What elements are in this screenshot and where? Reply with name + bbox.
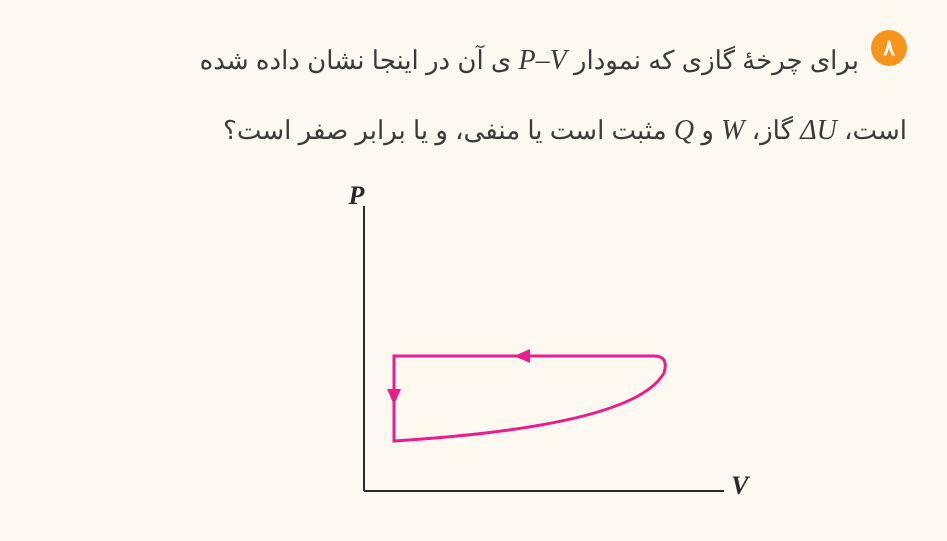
text-segment: ی آن در اینجا نشان داده شده <box>200 45 519 75</box>
q-variable: Q <box>674 115 694 146</box>
pv-variable: P–V <box>518 45 566 76</box>
text-segment: مثبت است یا منفی، و یا برابر صفر است؟ <box>223 115 674 145</box>
text-segment: برای چرخهٔ گازی که نمودار <box>567 45 859 75</box>
question-text-line1: برای چرخهٔ گازی که نمودار P–V ی آن در ای… <box>200 30 859 92</box>
diagram-svg <box>214 201 734 501</box>
delta-u-variable: ΔU <box>800 115 837 146</box>
text-segment: گاز، <box>744 115 800 145</box>
text-segment: و <box>694 115 721 145</box>
arrow-left-icon <box>514 349 530 363</box>
question-container: ۸ برای چرخهٔ گازی که نمودار P–V ی آن در … <box>0 0 947 541</box>
pv-diagram: P V <box>214 181 734 511</box>
question-line-1: ۸ برای چرخهٔ گازی که نمودار P–V ی آن در … <box>40 30 907 92</box>
arrow-down-icon <box>387 389 401 405</box>
w-variable: W <box>721 115 744 146</box>
question-number-badge: ۸ <box>871 30 907 66</box>
cycle-path <box>394 356 665 441</box>
text-segment: است، <box>837 115 907 145</box>
question-text-line2: است، ΔU گاز، W و Q مثبت است یا منفی، و ی… <box>40 100 907 162</box>
v-axis-label: V <box>731 471 748 501</box>
